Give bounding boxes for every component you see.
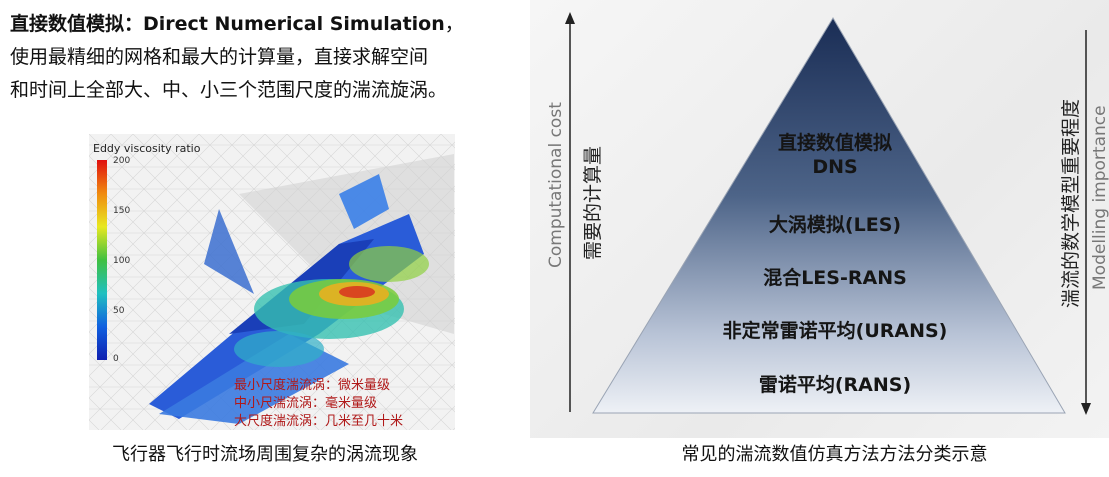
intro-term-cn: 直接数值模拟： (10, 13, 144, 35)
intro-text: 直接数值模拟：Direct Numerical Simulation， 使用最精… (10, 8, 530, 107)
importance-axis-label-en: Modelling importance (1090, 105, 1109, 290)
intro-term-en: Direct Numerical Simulation (143, 13, 445, 35)
cost-axis-label-en: Computational cost (546, 102, 566, 268)
intro-line-3: 和时间上全部大、中、小三个范围尺度的湍流旋涡。 (10, 79, 448, 101)
simulation-image: Eddy viscosity ratio 200 150 100 50 0 最小… (89, 134, 455, 430)
level-hybrid: 混合LES-RANS (763, 267, 907, 289)
colorbar-tick: 200 (113, 156, 131, 166)
level-dns: 直接数值模拟 DNS (680, 131, 990, 179)
level-dns-en: DNS (812, 156, 858, 178)
intro-term-tail: ， (444, 13, 464, 35)
importance-axis-label-cn: 湍流的数学模型重要程度 (1060, 98, 1082, 308)
pyramid-diagram (565, 12, 1091, 415)
pyramid-shape (592, 17, 1066, 414)
right-caption: 常见的湍流数值仿真方法方法分类示意 (681, 444, 988, 465)
cost-arrow-head (565, 12, 575, 24)
scale-note-smallest: 最小尺度湍流涡：微米量级 (234, 378, 391, 393)
cost-axis-label-cn: 需要的计算量 (582, 145, 604, 260)
colorbar-tick: 150 (113, 206, 131, 216)
level-urans: 非定常雷诺平均(URANS) (722, 320, 948, 342)
scale-note-medium: 中小尺湍流涡：毫米量级 (234, 396, 378, 411)
intro-line-2: 使用最精细的网格和最大的计算量，直接求解空间 (10, 46, 429, 68)
scale-note-large: 大尺度湍流涡：几米至几十米 (234, 414, 404, 429)
left-caption: 飞行器飞行时流场周围复杂的涡流现象 (112, 444, 418, 465)
level-dns-cn: 直接数值模拟 (777, 132, 892, 154)
aircraft-vortex-illustration (89, 134, 455, 430)
level-rans: 雷诺平均(RANS) (758, 374, 912, 396)
colorbar-tick: 100 (113, 256, 131, 266)
colorbar-tick: 50 (113, 306, 125, 316)
colorbar-title: Eddy viscosity ratio (93, 142, 201, 155)
intro-line-1: 直接数值模拟：Direct Numerical Simulation， (10, 8, 530, 41)
level-les: 大涡模拟(LES) (768, 214, 902, 236)
colorbar (97, 160, 107, 360)
importance-arrow-head (1081, 403, 1091, 415)
colorbar-tick: 0 (113, 354, 119, 364)
